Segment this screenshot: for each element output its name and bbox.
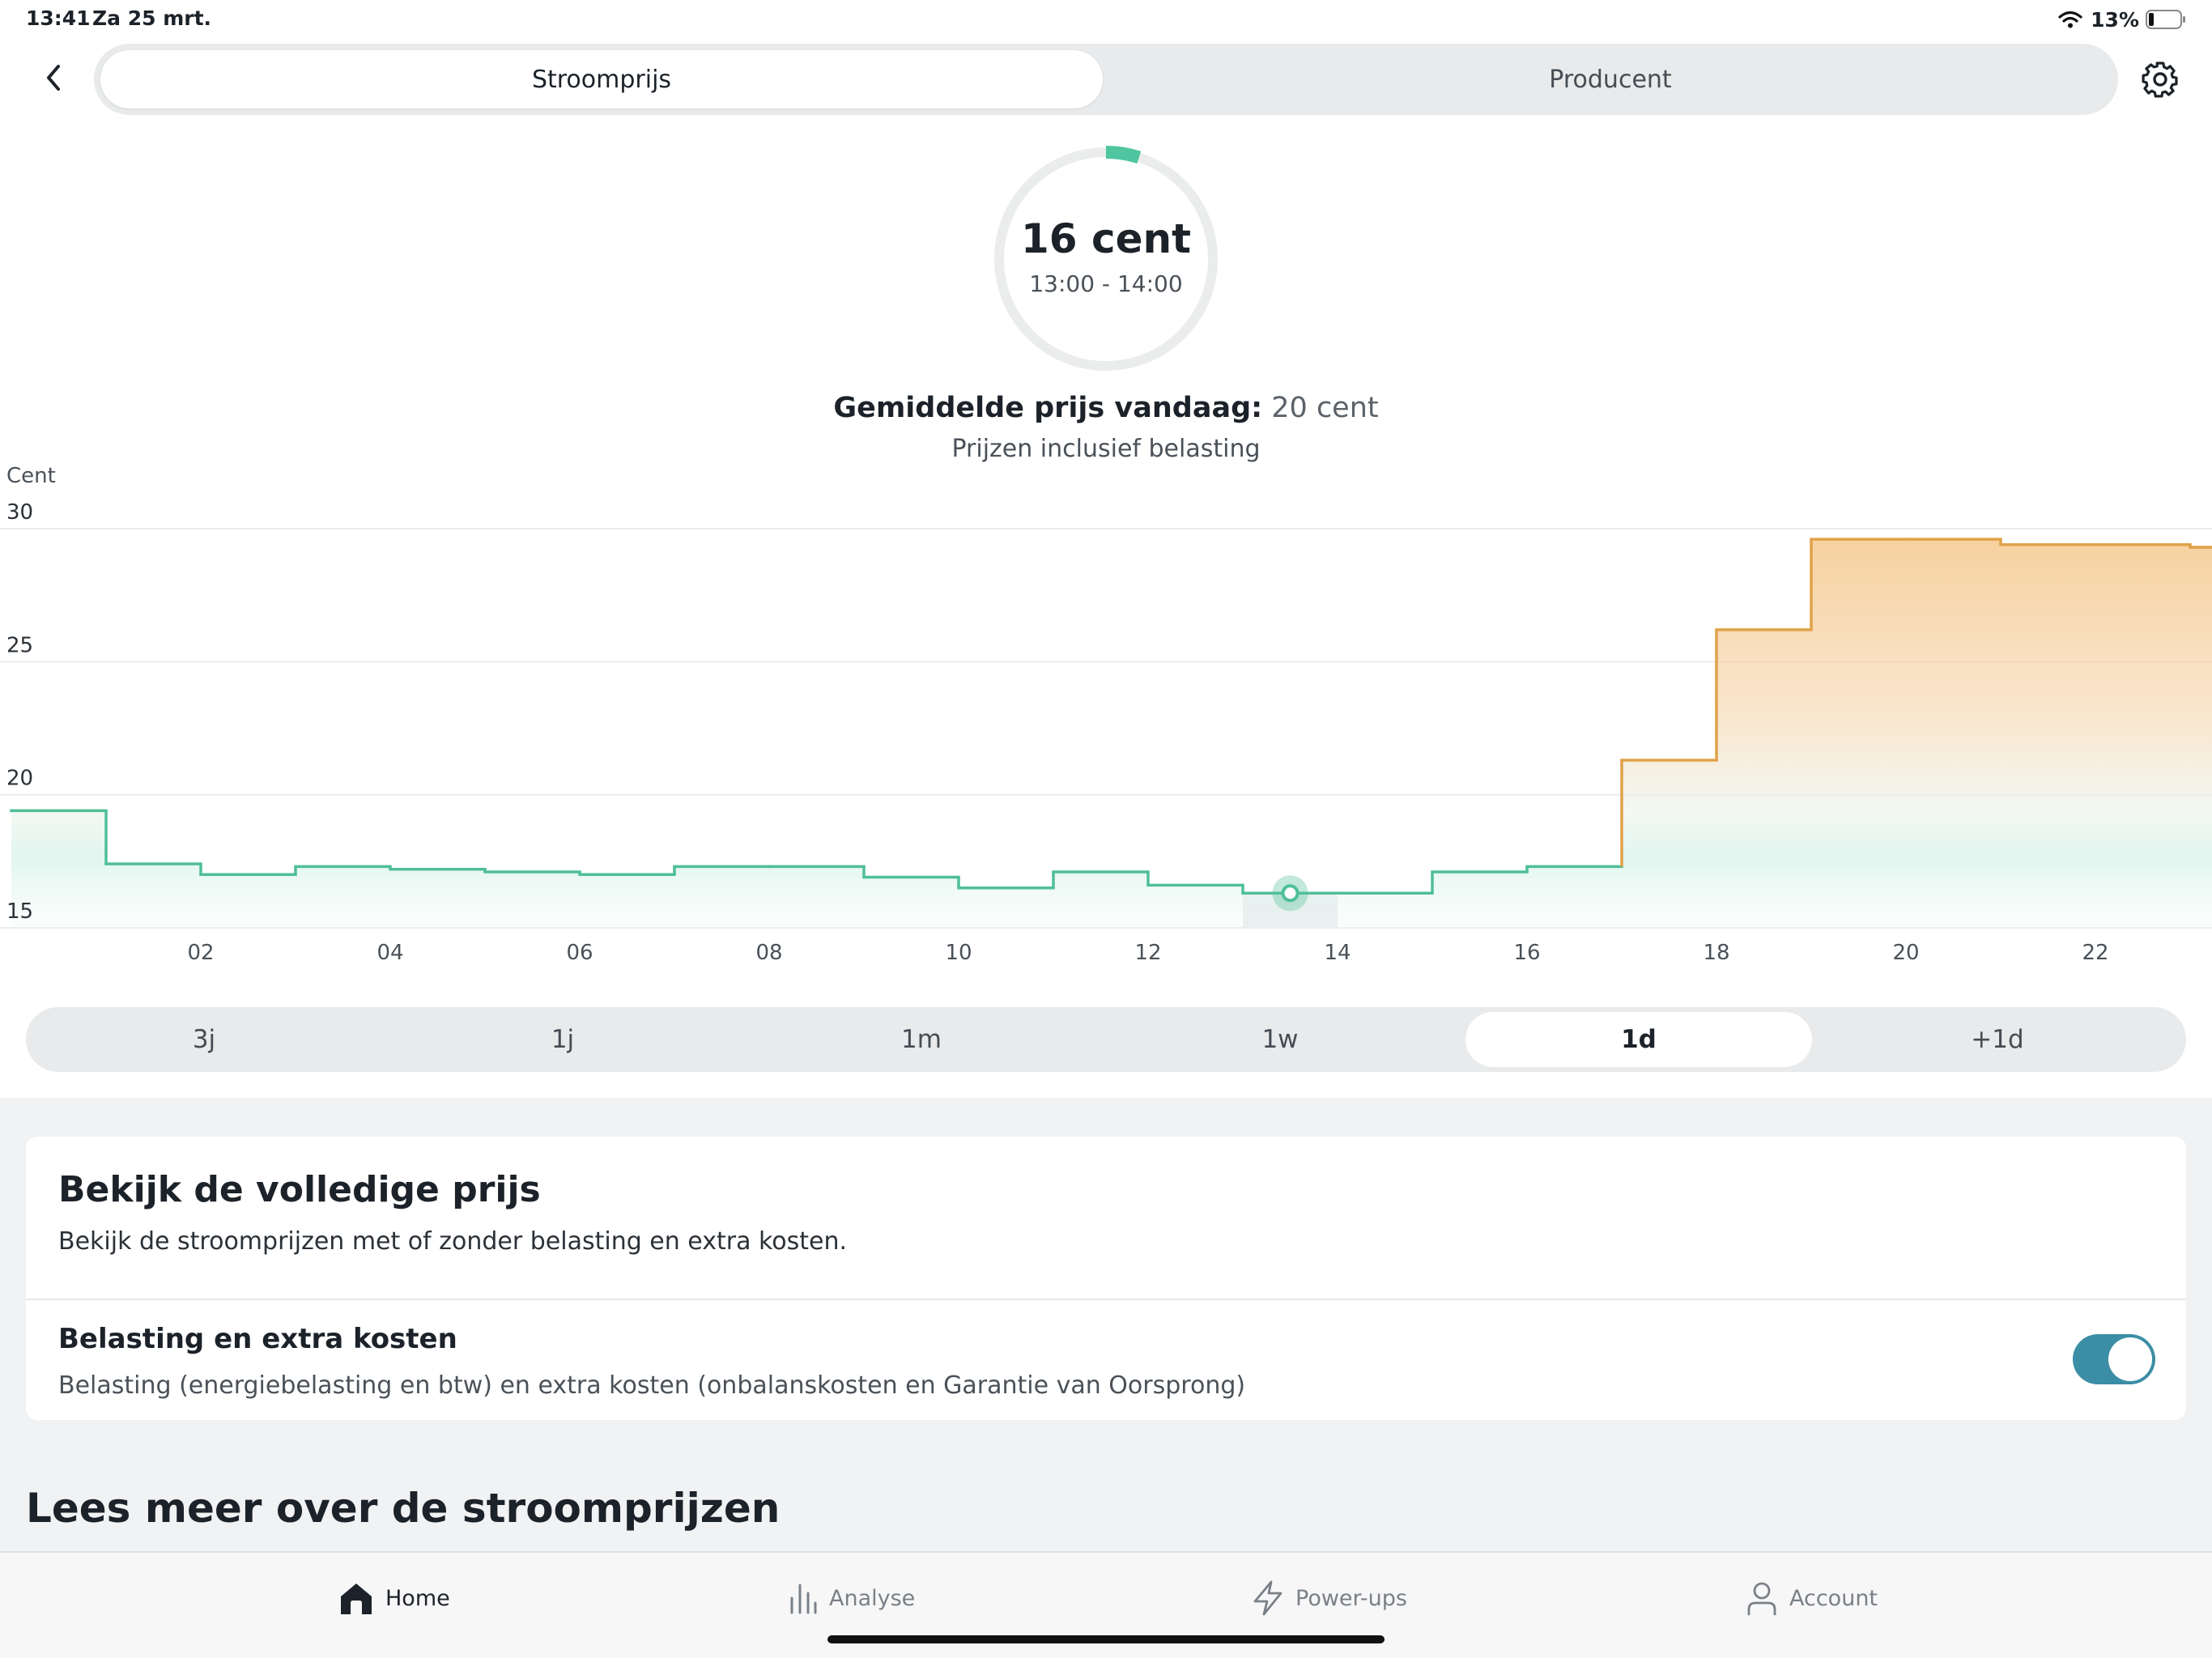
- status-date: Za 25 mrt.: [92, 6, 212, 30]
- price-area-fill: [11, 539, 2212, 928]
- tab-analyse-label: Analyse: [829, 1585, 916, 1611]
- card-divider: [26, 1299, 2186, 1300]
- home-indicator: [827, 1635, 1385, 1643]
- period-selector: 3j 1j 1m 1w 1d +1d: [26, 1007, 2186, 1072]
- chart-x-tick-label: 18: [1703, 941, 1729, 965]
- chart-x-tick-label: 12: [1134, 941, 1161, 965]
- tab-account[interactable]: Account: [1746, 1577, 1878, 1619]
- current-price-ring: 16 cent 13:00 - 14:00: [991, 144, 1221, 374]
- price-ring-fill: [993, 146, 1219, 372]
- home-icon: [338, 1580, 385, 1616]
- full-price-card: Bekijk de volledige prijs Bekijk de stro…: [26, 1137, 2186, 1420]
- tax-note: Prijzen inclusief belasting: [951, 435, 1261, 463]
- chart-y-axis-label: Cent: [6, 464, 56, 488]
- back-button[interactable]: [31, 57, 76, 102]
- lightning-icon: [1252, 1580, 1295, 1616]
- price-ring-graphic: [993, 146, 1219, 372]
- tab-power-ups[interactable]: Power-ups: [1252, 1577, 1407, 1619]
- chart-x-tick-label: 22: [2082, 941, 2108, 965]
- tab-analyse[interactable]: Analyse: [789, 1577, 915, 1619]
- period-option-1j[interactable]: 1j: [551, 1025, 575, 1054]
- chart-x-tick-label: 16: [1513, 941, 1540, 965]
- settings-button[interactable]: [2136, 57, 2184, 105]
- period-option-plus1d[interactable]: +1d: [1971, 1025, 2024, 1054]
- tab-power-ups-label: Power-ups: [1295, 1585, 1407, 1611]
- chart-x-tick-label: 08: [755, 941, 782, 965]
- status-time: 13:41: [26, 6, 91, 30]
- battery-percentage: 13%: [2091, 7, 2139, 32]
- period-option-3j[interactable]: 3j: [192, 1025, 216, 1054]
- header-segmented-control: Stroomprijs Producent: [94, 44, 2118, 115]
- current-price-value: 16 cent: [1020, 215, 1192, 262]
- period-option-1w[interactable]: 1w: [1261, 1025, 1299, 1054]
- status-right: 13%: [2058, 6, 2186, 32]
- chart-x-tick-label: 20: [1892, 941, 1919, 965]
- chart-y-tick-label: 30: [6, 500, 33, 525]
- tax-toggle-switch[interactable]: [2073, 1334, 2155, 1384]
- battery-icon: [2146, 10, 2186, 29]
- full-price-card-title: Bekijk de volledige prijs: [58, 1169, 541, 1210]
- full-price-card-subtitle: Bekijk de stroomprijzen met of zonder be…: [58, 1227, 848, 1256]
- average-price: Gemiddelde prijs vandaag: 20 cent: [0, 392, 2212, 424]
- read-more-heading[interactable]: Lees meer over de stroomprijzen: [26, 1485, 781, 1532]
- tab-home[interactable]: Home: [338, 1577, 450, 1619]
- period-option-1d[interactable]: 1d: [1465, 1012, 1812, 1067]
- toggle-knob: [2108, 1337, 2152, 1381]
- chevron-left-icon: [41, 62, 66, 97]
- bar-chart-icon: [789, 1582, 829, 1614]
- tab-producent[interactable]: Producent: [1549, 65, 1672, 94]
- tax-toggle-subtitle: Belasting (energiebelasting en btw) en e…: [58, 1371, 1246, 1400]
- chart-x-tick-label: 04: [376, 941, 403, 965]
- price-chart[interactable]: 15 20 25 30 02 04 06 08 10 12 14 16 18 20 22 Cent: [0, 453, 2212, 971]
- chart-y-tick-label: 15: [6, 899, 33, 924]
- tax-toggle-title: Belasting en extra kosten: [58, 1323, 457, 1355]
- gear-icon: [2140, 59, 2180, 103]
- status-bar: 13:41 Za 25 mrt. 13%: [0, 0, 2212, 39]
- selected-point-marker: [1281, 884, 1300, 903]
- chart-x-tick-label: 14: [1324, 941, 1351, 965]
- tab-stroomprijs[interactable]: Stroomprijs: [100, 50, 1103, 108]
- wifi-icon: [2058, 11, 2082, 28]
- average-price-value: 20 cent: [1271, 392, 1379, 424]
- chart-x-tick-label: 10: [945, 941, 972, 965]
- current-price-time-range: 13:00 - 14:00: [1029, 270, 1183, 297]
- chart-x-tick-label: 06: [566, 941, 593, 965]
- period-option-1m[interactable]: 1m: [901, 1025, 942, 1054]
- tab-home-label: Home: [385, 1585, 450, 1611]
- tab-account-label: Account: [1789, 1585, 1878, 1611]
- chart-x-tick-label: 02: [187, 941, 214, 965]
- chart-y-tick-label: 20: [6, 767, 33, 791]
- chart-y-tick-label: 25: [6, 633, 33, 657]
- person-icon: [1746, 1580, 1789, 1616]
- average-price-label: Gemiddelde prijs vandaag:: [833, 392, 1263, 424]
